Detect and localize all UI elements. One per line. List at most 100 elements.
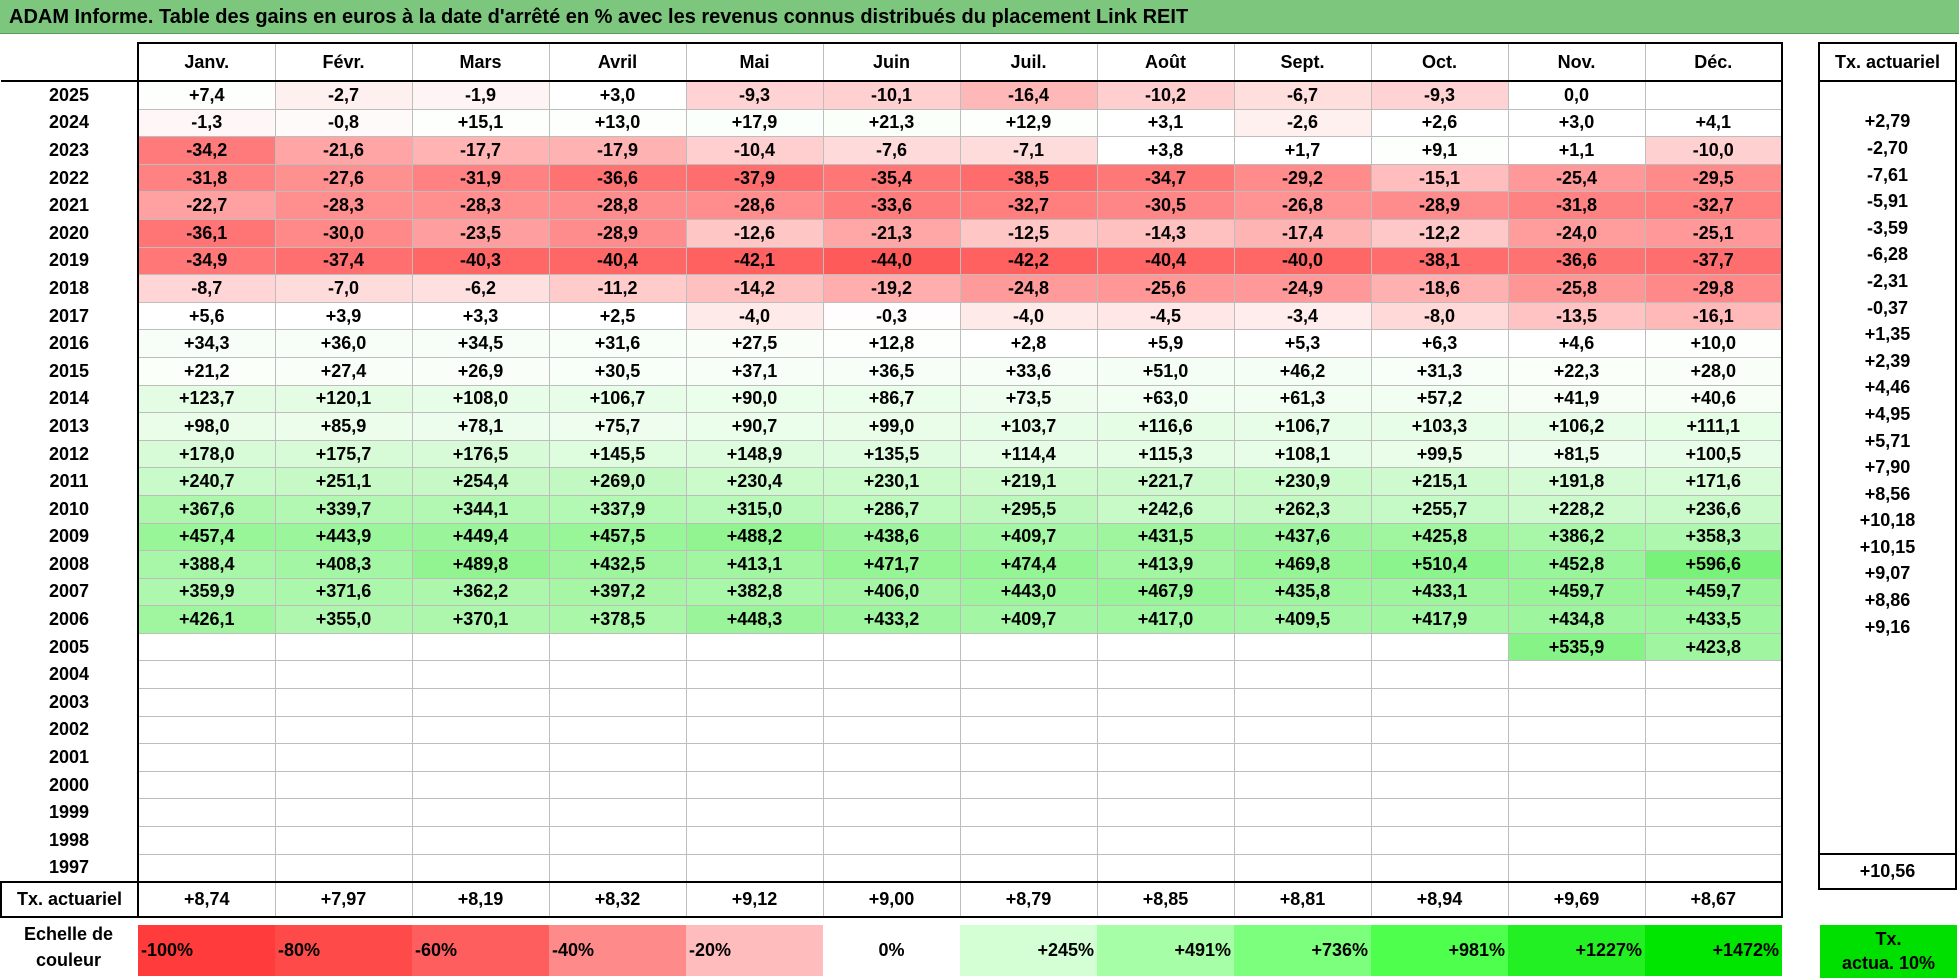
value-cell[interactable]: +337,9	[548, 494, 687, 524]
value-cell[interactable]: -17,7	[411, 136, 550, 165]
value-cell[interactable]: +21,3	[822, 108, 961, 138]
value-cell[interactable]	[822, 660, 961, 690]
value-cell[interactable]	[274, 660, 413, 690]
value-cell[interactable]: -37,7	[1644, 246, 1783, 276]
value-cell[interactable]: -42,1	[685, 246, 824, 276]
value-cell[interactable]: -2,6	[1233, 108, 1372, 138]
value-cell[interactable]: +254,4	[411, 467, 550, 496]
value-cell[interactable]: +99,5	[1370, 439, 1509, 469]
value-cell[interactable]	[685, 798, 824, 828]
value-cell[interactable]: +2,5	[548, 301, 687, 331]
value-cell[interactable]: -40,0	[1233, 246, 1372, 276]
value-cell[interactable]: -16,1	[1644, 301, 1783, 331]
value-cell[interactable]: +30,5	[548, 356, 687, 386]
value-cell[interactable]: +27,5	[685, 329, 824, 358]
value-cell[interactable]: -8,7	[137, 274, 276, 303]
value-cell[interactable]: -4,0	[959, 301, 1098, 331]
value-cell[interactable]	[1096, 660, 1235, 690]
value-cell[interactable]: -27,6	[274, 163, 413, 193]
value-cell[interactable]	[1507, 826, 1646, 855]
value-cell[interactable]: +452,8	[1507, 550, 1646, 579]
value-cell[interactable]: +5,9	[1096, 329, 1235, 358]
value-cell[interactable]: +33,6	[959, 356, 1098, 386]
value-cell[interactable]	[685, 688, 824, 717]
value-cell[interactable]: +262,3	[1233, 494, 1372, 524]
value-cell[interactable]	[1233, 826, 1372, 855]
value-cell[interactable]: +123,7	[137, 384, 276, 414]
value-cell[interactable]: +286,7	[822, 494, 961, 524]
value-cell[interactable]: +409,5	[1233, 605, 1372, 634]
value-cell[interactable]	[411, 632, 550, 662]
value-cell[interactable]: -28,6	[685, 191, 824, 220]
value-cell[interactable]: +116,6	[1096, 412, 1235, 441]
value-cell[interactable]	[1507, 853, 1646, 883]
value-cell[interactable]: +397,2	[548, 577, 687, 607]
value-cell[interactable]: +27,4	[274, 356, 413, 386]
value-cell[interactable]	[1370, 715, 1509, 745]
value-cell[interactable]	[274, 826, 413, 855]
value-cell[interactable]: -25,1	[1644, 218, 1783, 248]
value-cell[interactable]: -9,3	[1370, 80, 1509, 110]
value-cell[interactable]	[685, 743, 824, 772]
value-cell[interactable]: +433,2	[822, 605, 961, 634]
value-cell[interactable]: +106,7	[1233, 412, 1372, 441]
value-cell[interactable]: -36,1	[137, 218, 276, 248]
value-cell[interactable]: -21,6	[274, 136, 413, 165]
value-cell[interactable]	[1644, 770, 1783, 800]
value-cell[interactable]: -1,9	[411, 80, 550, 110]
value-cell[interactable]	[959, 798, 1098, 828]
value-cell[interactable]: +378,5	[548, 605, 687, 634]
value-cell[interactable]: +230,9	[1233, 467, 1372, 496]
value-cell[interactable]: +37,1	[685, 356, 824, 386]
value-cell[interactable]: +73,5	[959, 384, 1098, 414]
value-cell[interactable]	[1096, 798, 1235, 828]
value-cell[interactable]	[274, 632, 413, 662]
value-cell[interactable]: +467,9	[1096, 577, 1235, 607]
value-cell[interactable]: +409,7	[959, 605, 1098, 634]
value-cell[interactable]: +408,3	[274, 550, 413, 579]
value-cell[interactable]: -31,8	[137, 163, 276, 193]
value-cell[interactable]: -40,4	[548, 246, 687, 276]
value-cell[interactable]	[959, 853, 1098, 883]
value-cell[interactable]: +3,8	[1096, 136, 1235, 165]
value-cell[interactable]	[1096, 826, 1235, 855]
value-cell[interactable]: +145,5	[548, 439, 687, 469]
value-cell[interactable]: -42,2	[959, 246, 1098, 276]
value-cell[interactable]: +2,8	[959, 329, 1098, 358]
value-cell[interactable]: +100,5	[1644, 439, 1783, 469]
value-cell[interactable]: +10,0	[1644, 329, 1783, 358]
value-cell[interactable]: +3,1	[1096, 108, 1235, 138]
value-cell[interactable]: +2,6	[1370, 108, 1509, 138]
value-cell[interactable]: -12,5	[959, 218, 1098, 248]
value-cell[interactable]: +457,5	[548, 522, 687, 552]
value-cell[interactable]	[1370, 826, 1509, 855]
value-cell[interactable]	[411, 743, 550, 772]
value-cell[interactable]: +34,3	[137, 329, 276, 358]
value-cell[interactable]: +406,0	[822, 577, 961, 607]
value-cell[interactable]: +114,4	[959, 439, 1098, 469]
value-cell[interactable]: +409,7	[959, 522, 1098, 552]
value-cell[interactable]: +426,1	[137, 605, 276, 634]
value-cell[interactable]	[1370, 853, 1509, 883]
value-cell[interactable]	[548, 826, 687, 855]
value-cell[interactable]	[1507, 743, 1646, 772]
value-cell[interactable]	[1233, 743, 1372, 772]
value-cell[interactable]: -17,9	[548, 136, 687, 165]
value-cell[interactable]	[1096, 632, 1235, 662]
value-cell[interactable]	[1370, 660, 1509, 690]
value-cell[interactable]: -30,0	[274, 218, 413, 248]
value-cell[interactable]	[685, 715, 824, 745]
value-cell[interactable]: +437,6	[1233, 522, 1372, 552]
value-cell[interactable]: -37,4	[274, 246, 413, 276]
value-cell[interactable]: +431,5	[1096, 522, 1235, 552]
value-cell[interactable]: +63,0	[1096, 384, 1235, 414]
value-cell[interactable]: -29,2	[1233, 163, 1372, 193]
value-cell[interactable]	[274, 743, 413, 772]
value-cell[interactable]	[1507, 798, 1646, 828]
value-cell[interactable]: +12,9	[959, 108, 1098, 138]
value-cell[interactable]	[1644, 715, 1783, 745]
value-cell[interactable]: +90,0	[685, 384, 824, 414]
value-cell[interactable]	[1233, 715, 1372, 745]
value-cell[interactable]	[548, 632, 687, 662]
value-cell[interactable]	[1096, 688, 1235, 717]
